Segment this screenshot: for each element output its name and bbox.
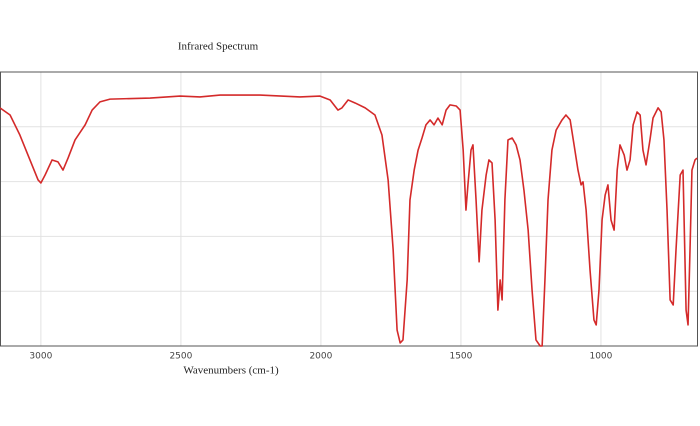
x-tick-label: 2000 bbox=[309, 352, 332, 362]
x-tick-label: 3000 bbox=[29, 352, 52, 362]
x-axis-label: Wavenumbers (cm-1) bbox=[183, 365, 279, 377]
spectrum-line bbox=[0, 94, 698, 347]
plot-frame bbox=[0, 71, 698, 347]
x-tick-label: 2500 bbox=[169, 352, 192, 362]
x-tick-label: 1000 bbox=[589, 352, 612, 362]
x-tick-label: 1500 bbox=[449, 352, 472, 362]
chart-title: Infrared Spectrum bbox=[178, 41, 259, 53]
